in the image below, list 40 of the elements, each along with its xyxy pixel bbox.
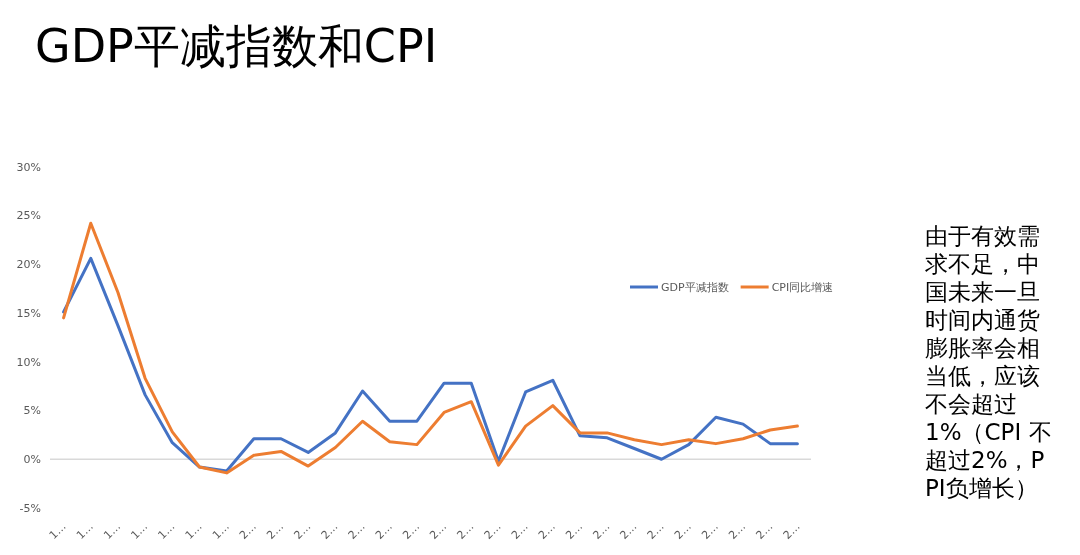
x-tick-label: 1… <box>101 519 124 542</box>
x-tick-label: 2… <box>563 519 586 542</box>
x-tick-label: 2… <box>291 519 314 542</box>
y-tick-label: 30% <box>16 160 41 174</box>
x-tick-label: 1… <box>73 519 96 542</box>
y-tick-label: 5% <box>23 404 41 418</box>
x-tick-label: 2… <box>345 519 368 542</box>
x-tick-label: 1… <box>128 519 151 542</box>
x-tick-label: 2… <box>508 519 531 542</box>
x-tick-label: 1… <box>209 519 232 542</box>
x-tick-label: 2… <box>318 519 341 542</box>
x-tick-label: 1… <box>155 519 178 542</box>
y-tick-label: 25% <box>16 209 41 223</box>
x-tick-label: 1… <box>46 519 69 542</box>
x-tick-label: 2… <box>671 519 694 542</box>
x-tick-label: 2… <box>753 519 776 542</box>
y-tick-label: 0% <box>23 453 41 467</box>
x-tick-label: 2… <box>481 519 504 542</box>
x-tick-label: 2… <box>372 519 395 542</box>
legend-label: CPI同比增速 <box>771 281 834 294</box>
x-tick-label: 2… <box>699 519 721 542</box>
x-tick-label: 2… <box>237 519 259 542</box>
chart-title: GDP平减指数和CPI <box>35 19 438 73</box>
x-tick-label: 2… <box>780 519 803 542</box>
x-tick-label: 2… <box>644 519 667 542</box>
x-tick-label: 2… <box>427 519 450 542</box>
y-tick-label: -5% <box>19 502 41 515</box>
x-tick-label: 2… <box>726 519 749 542</box>
y-tick-label: 15% <box>16 306 41 320</box>
x-tick-label: 2… <box>590 519 613 542</box>
legend-label: GDP平减指数 <box>661 281 729 294</box>
y-tick-label: 20% <box>16 258 41 272</box>
x-tick-label: 2… <box>264 519 287 542</box>
text: 由于有效需求不足，中国未来一旦时间内通货膨胀率会相当低，应该不会超过1%（CPI 不超过2%，PPI负增长） <box>925 223 1052 501</box>
x-tick-label: 2… <box>400 519 423 542</box>
x-tick-label: 1… <box>182 519 205 542</box>
x-tick-label: 2… <box>617 519 640 542</box>
y-tick-label: 10% <box>16 355 41 369</box>
x-tick-label: 2… <box>454 519 477 542</box>
x-tick-label: 2… <box>536 519 558 542</box>
